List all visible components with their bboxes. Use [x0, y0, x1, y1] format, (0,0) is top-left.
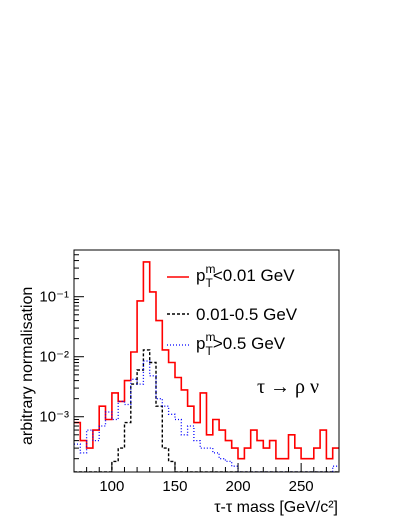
x-tick-label: 150	[162, 478, 187, 495]
x-axis-title: τ-τ mass [GeV/c²]	[214, 499, 338, 516]
y-tick-label: 10⁻³	[39, 409, 69, 426]
series-line-1	[74, 261, 339, 460]
y-tick-label: 10⁻²	[39, 349, 69, 366]
decay-annotation: τ → ρ ν	[257, 376, 319, 398]
series-layer	[74, 261, 339, 472]
legend-label-pt-mid: 0.01-0.5 GeV	[196, 305, 298, 324]
legend: pm T<0.01 GeV 0.01-0.5 GeV pm T>0.5 GeV	[167, 262, 298, 358]
axes: 100 150 200 250 10⁻³ 10⁻² 10⁻¹	[39, 249, 340, 495]
series-line-3	[74, 360, 339, 472]
series-line-2	[74, 349, 339, 472]
x-tick-label: 250	[289, 478, 314, 495]
plot-frame	[73, 249, 340, 473]
y-axis-title: arbitrary normalisation	[19, 287, 36, 445]
x-tick-label: 200	[226, 478, 251, 495]
legend-label-pt-high: pm T>0.5 GeV	[196, 330, 286, 358]
legend-label-pt-low: pm T<0.01 GeV	[196, 262, 295, 290]
x-tick-label: 100	[99, 478, 124, 495]
y-tick-label: 10⁻¹	[39, 289, 69, 306]
